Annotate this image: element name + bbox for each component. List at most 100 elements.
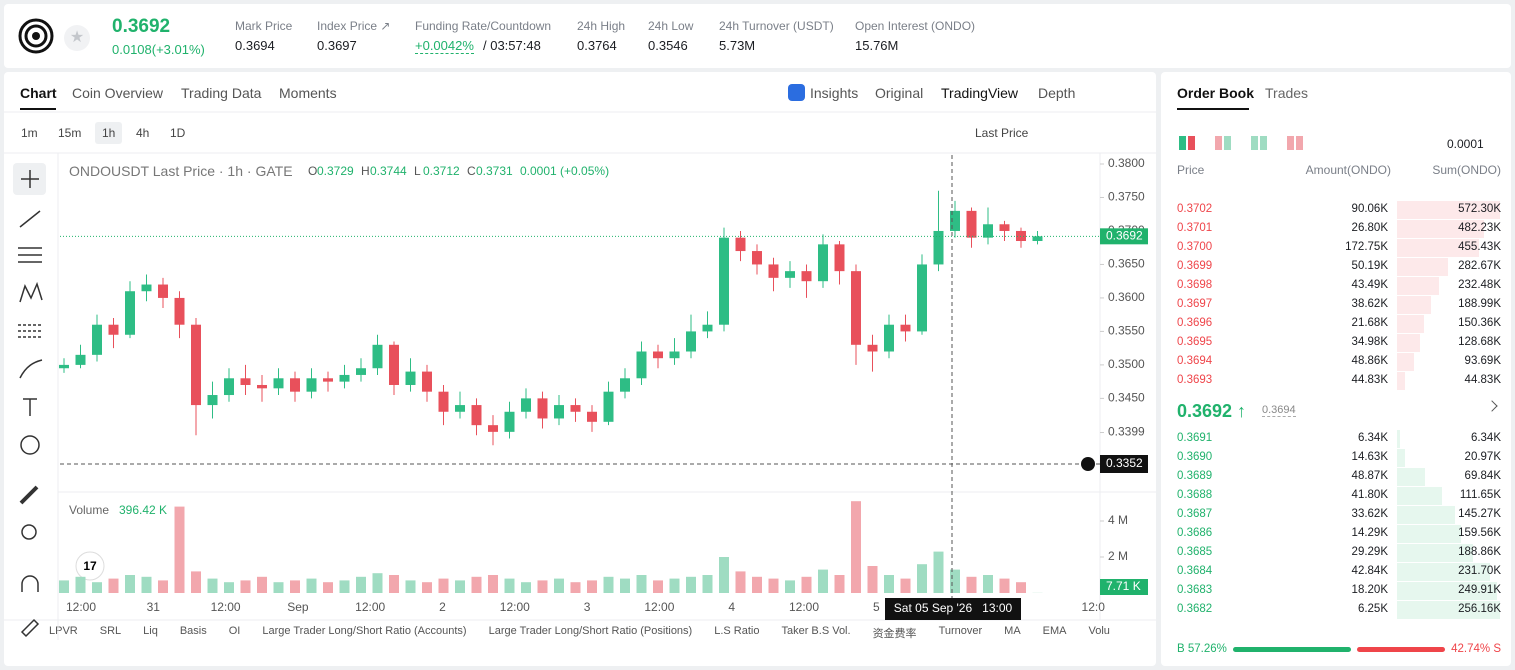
candle-body	[356, 368, 366, 375]
indicator[interactable]: Turnover	[938, 625, 983, 637]
x-tick-label: 12:00	[644, 600, 674, 614]
volume-bar	[75, 576, 86, 593]
volume-bar	[570, 582, 581, 593]
volume-bar	[438, 578, 449, 593]
tool-magnet[interactable]	[21, 575, 39, 592]
interval[interactable]: 1h	[95, 122, 123, 144]
legend-change: 0.0001 (+0.05%)	[520, 164, 610, 178]
favorite-star[interactable]: ★	[64, 25, 90, 51]
tool-fib[interactable]	[18, 324, 42, 338]
indicator[interactable]: Basis	[179, 625, 207, 637]
legend-value: 0.3712	[423, 164, 460, 178]
indicator[interactable]: SRL	[99, 625, 122, 637]
candle-body	[999, 224, 1010, 231]
candle-body	[521, 398, 531, 412]
tool-measure[interactable]	[19, 485, 39, 505]
indicator[interactable]: LPVR	[49, 625, 78, 637]
volume-bar	[752, 576, 762, 593]
ob-layout[interactable]	[1215, 136, 1231, 150]
ob-price: 0.3696	[1177, 317, 1213, 329]
depth-bar	[1397, 220, 1484, 238]
ob-price: 0.3702	[1177, 203, 1213, 215]
ob-layout[interactable]	[1251, 136, 1267, 150]
tool-zoom[interactable]	[21, 524, 37, 540]
candle-body	[768, 264, 779, 278]
tool-pencil[interactable]	[20, 618, 40, 638]
ob-amount: 48.87K	[1351, 470, 1388, 482]
tab[interactable]: Chart	[20, 85, 57, 101]
view-tab[interactable]: TradingView	[941, 85, 1019, 101]
indicator[interactable]: OI	[228, 625, 241, 637]
tool-line[interactable]	[19, 210, 41, 228]
indicator[interactable]: Volu	[1088, 625, 1110, 637]
ob-layout[interactable]	[1179, 136, 1195, 150]
volume-bar	[339, 580, 350, 593]
x-tick-label: 12:00	[66, 600, 96, 614]
indicator[interactable]: Large Trader Long/Short Ratio (Accounts)	[262, 625, 467, 637]
y-tick-label: 0.3600	[1108, 290, 1145, 304]
indicator[interactable]: Liq	[143, 625, 158, 637]
tab[interactable]: Trading Data	[181, 85, 262, 101]
price-type[interactable]: Last Price	[975, 126, 1029, 140]
indicator[interactable]: Large Trader Long/Short Ratio (Positions…	[488, 625, 693, 637]
volume-bar	[306, 578, 317, 593]
v-tick-label: 4 M	[1108, 513, 1128, 527]
header	[4, 4, 1511, 68]
volume-bar	[356, 576, 366, 593]
x-tick-label: 12:00	[789, 600, 819, 614]
candle-body	[75, 354, 86, 365]
y-tick-label: 0.3550	[1108, 324, 1145, 338]
indicator[interactable]: MA	[1004, 625, 1021, 637]
candle-body	[636, 351, 647, 379]
last-price: 0.3692	[112, 16, 171, 37]
candle-body	[405, 371, 416, 385]
indicator[interactable]: Taker B.S Vol.	[781, 625, 851, 637]
volume-tag	[1100, 579, 1148, 595]
ob-precision[interactable]: 0.0001	[1447, 137, 1484, 151]
depth-bar	[1397, 258, 1448, 276]
volume-bar	[983, 575, 993, 593]
ob-tab[interactable]: Order Book	[1177, 85, 1255, 101]
stat-label: Index Price ↗	[317, 19, 391, 33]
ob-amount: 41.80K	[1351, 489, 1388, 501]
toolbar	[13, 163, 46, 638]
volume-bar	[735, 571, 746, 593]
candle-body	[372, 344, 383, 369]
interval[interactable]: 1D	[170, 126, 186, 140]
tool-brush[interactable]	[19, 359, 43, 379]
tab[interactable]: Moments	[279, 85, 337, 101]
ob-sum: 188.86K	[1458, 546, 1501, 558]
tool-text[interactable]	[23, 398, 37, 416]
tool-pattern[interactable]	[19, 281, 43, 303]
indicator[interactable]: L.S Ratio	[714, 625, 760, 637]
volume-bar	[933, 551, 944, 593]
indicator[interactable]: EMA	[1042, 625, 1067, 637]
ob-price: 0.3686	[1177, 527, 1213, 539]
volume-bar	[422, 582, 432, 593]
view-tab[interactable]: Depth	[1038, 85, 1076, 101]
ob-price: 0.3693	[1177, 374, 1213, 386]
ob-sum: 282.67K	[1458, 260, 1501, 272]
volume-bar	[108, 578, 119, 593]
indicator[interactable]: 资金费率	[872, 628, 917, 640]
interval[interactable]: 4h	[136, 126, 150, 140]
ob-price: 0.3689	[1177, 470, 1213, 482]
tool-channel[interactable]	[18, 247, 42, 263]
depth-bar	[1397, 277, 1439, 295]
tab[interactable]: Coin Overview	[72, 85, 164, 101]
interval[interactable]: 15m	[58, 126, 82, 140]
candle-body	[818, 244, 828, 282]
ob-amount: 42.84K	[1351, 565, 1388, 577]
ob-tab[interactable]: Trades	[1265, 85, 1309, 101]
view-tab[interactable]: Insights	[810, 85, 859, 101]
legend-key: L	[414, 164, 421, 178]
candle-body	[191, 324, 201, 406]
crosshair-time-tag	[885, 598, 1021, 620]
interval[interactable]: 1m	[21, 126, 38, 140]
depth-bar	[1397, 544, 1473, 562]
candle-body	[884, 324, 894, 352]
view-tab[interactable]: Original	[875, 85, 924, 101]
tool-emoji[interactable]	[20, 435, 40, 455]
tool-crosshair[interactable]	[21, 170, 39, 188]
ob-layout[interactable]	[1287, 136, 1303, 150]
